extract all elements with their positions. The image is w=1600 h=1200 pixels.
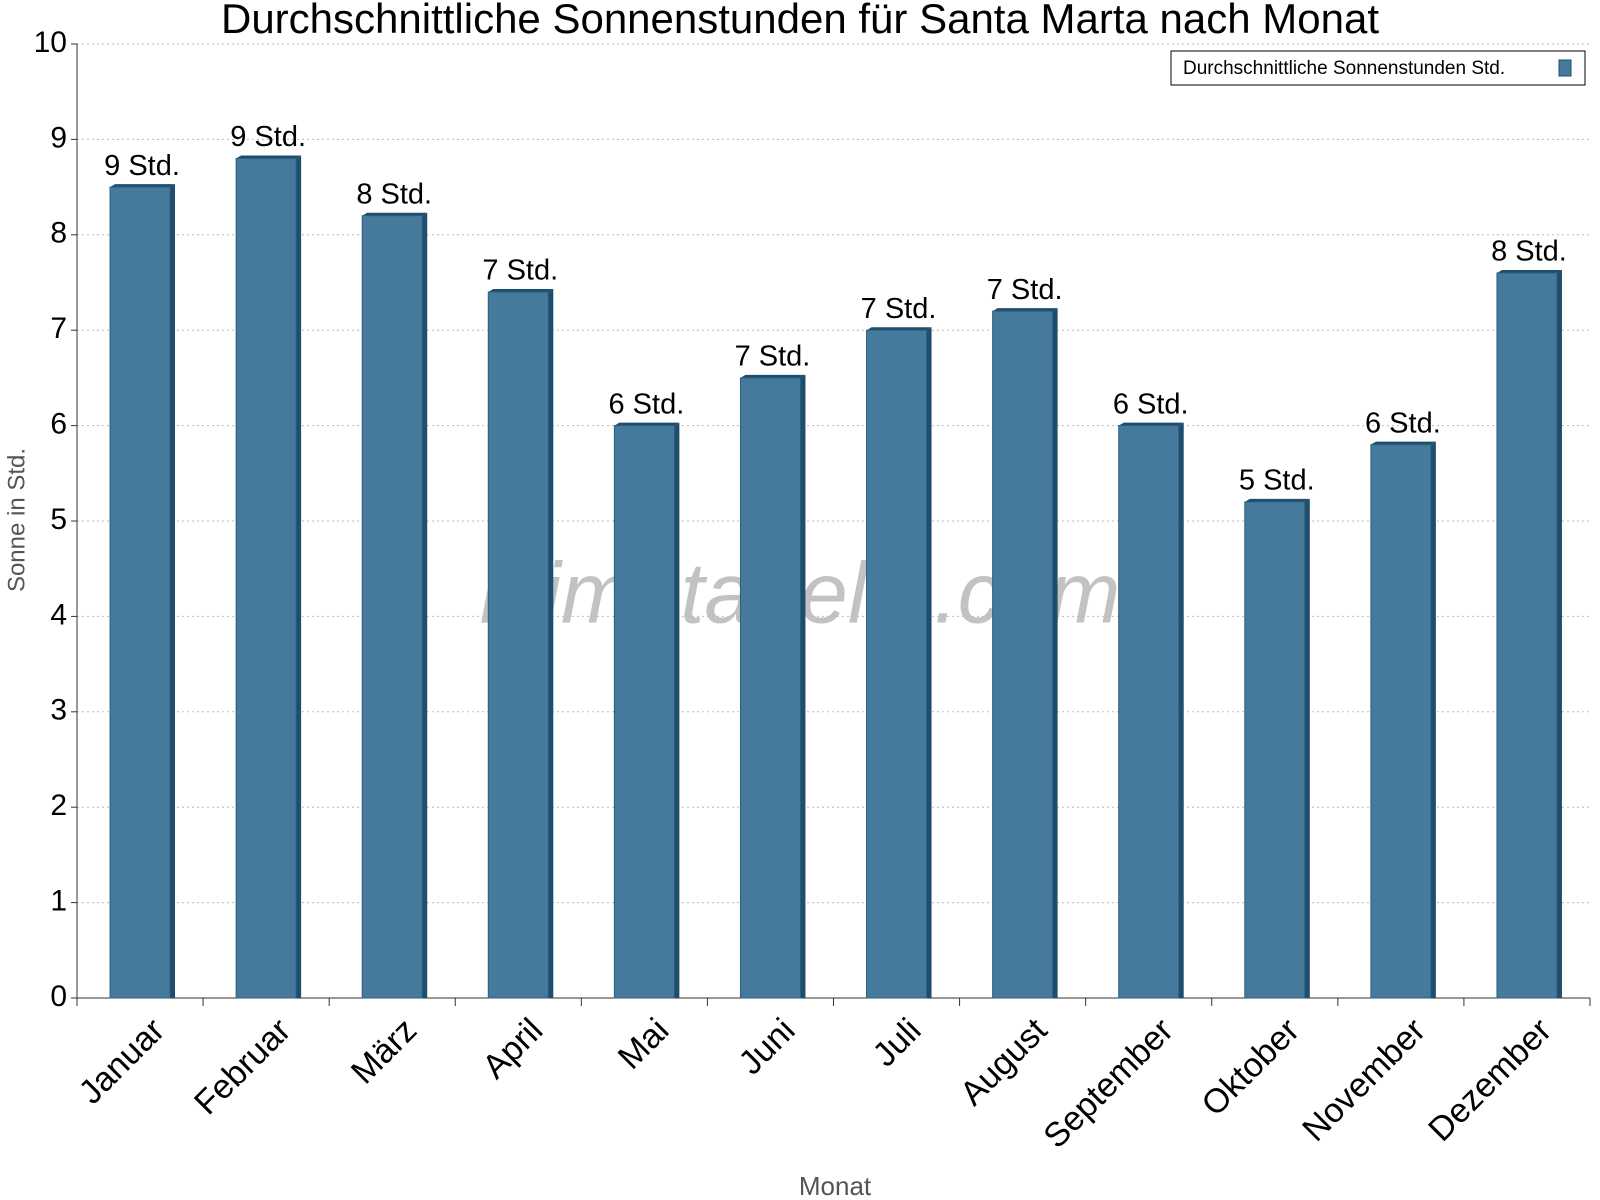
- value-label: 8 Std.: [356, 178, 432, 210]
- bar-top: [740, 374, 806, 378]
- value-label: 6 Std.: [1113, 388, 1189, 420]
- bar: [487, 291, 549, 999]
- bar-side: [1178, 422, 1184, 999]
- bar-side: [1430, 441, 1436, 998]
- bar: [992, 310, 1054, 999]
- bar-side: [170, 184, 176, 999]
- bar-side: [1556, 269, 1562, 999]
- y-tick-label: 6: [50, 408, 67, 441]
- bar: [866, 329, 928, 999]
- bar-top: [236, 155, 302, 159]
- bar-top: [1496, 269, 1562, 273]
- y-tick-label: 2: [50, 789, 67, 822]
- bar-side: [926, 327, 932, 998]
- bar-top: [488, 289, 554, 293]
- value-label: 5 Std.: [1239, 465, 1315, 497]
- bar-side: [1304, 498, 1310, 998]
- x-tick-label: Dezember: [1421, 1011, 1559, 1149]
- x-tick-label: Juli: [866, 1011, 929, 1074]
- bar-top: [1370, 441, 1436, 445]
- value-label: 6 Std.: [608, 388, 684, 420]
- value-label: 9 Std.: [230, 121, 306, 153]
- y-tick-label: 9: [50, 121, 67, 154]
- y-tick-label: 0: [50, 980, 67, 1013]
- x-tick-label: März: [344, 1011, 424, 1091]
- x-axis-title: Monat: [799, 1171, 872, 1200]
- bar-side: [800, 374, 806, 998]
- x-tick-label: Februar: [187, 1011, 298, 1122]
- bar-top: [992, 308, 1058, 312]
- bar-side: [548, 289, 554, 998]
- y-tick-label: 5: [50, 503, 67, 536]
- value-label: 6 Std.: [1365, 407, 1441, 439]
- value-label: 9 Std.: [104, 150, 180, 182]
- legend-box: [1170, 50, 1586, 86]
- chart-title: Durchschnittliche Sonnenstunden für Sant…: [221, 0, 1379, 42]
- x-tick-label: Mai: [611, 1011, 677, 1077]
- bar: [235, 157, 297, 999]
- legend-label: Durchschnittliche Sonnenstunden Std.: [1183, 58, 1505, 79]
- bar: [1118, 425, 1180, 999]
- bar-side: [422, 212, 428, 999]
- y-tick-label: 3: [50, 694, 67, 727]
- value-label: 7 Std.: [987, 274, 1063, 306]
- x-tick-label: April: [475, 1011, 550, 1086]
- bar-top: [1118, 422, 1184, 426]
- bar-side: [674, 422, 680, 999]
- bar: [739, 377, 801, 999]
- x-tick-label: Oktober: [1194, 1011, 1306, 1123]
- x-tick-label: August: [953, 1011, 1055, 1113]
- y-tick-label: 8: [50, 217, 67, 250]
- bar: [1244, 501, 1306, 999]
- bar: [1496, 272, 1558, 999]
- bar: [613, 425, 675, 999]
- bar-top: [362, 212, 428, 216]
- y-tick-label: 10: [34, 26, 67, 59]
- x-tick-label: Januar: [72, 1011, 172, 1111]
- y-tick-label: 4: [50, 598, 67, 631]
- value-label: 7 Std.: [482, 255, 558, 287]
- x-tick-label: September: [1036, 1011, 1180, 1155]
- legend-swatch: [1558, 59, 1572, 77]
- y-tick-label: 1: [50, 885, 67, 918]
- x-tick-label: November: [1295, 1011, 1433, 1149]
- bar: [109, 186, 171, 999]
- bar-top: [110, 184, 176, 188]
- value-label: 8 Std.: [1491, 236, 1567, 268]
- bar-top: [614, 422, 680, 426]
- value-label: 7 Std.: [735, 341, 811, 373]
- bar-top: [1244, 498, 1310, 502]
- bar-side: [1052, 308, 1058, 998]
- bar-side: [296, 155, 302, 999]
- value-label: 7 Std.: [861, 293, 937, 325]
- y-axis-title: Sonne in Std.: [3, 448, 30, 592]
- bar: [1370, 444, 1432, 999]
- y-tick-label: 7: [50, 312, 67, 345]
- bar-top: [866, 327, 932, 331]
- x-tick-label: Juni: [731, 1011, 802, 1082]
- bar: [361, 215, 423, 999]
